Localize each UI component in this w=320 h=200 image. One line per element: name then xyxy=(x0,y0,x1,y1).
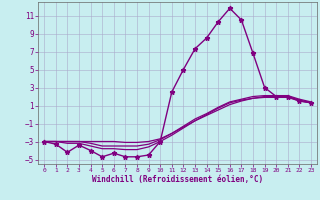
X-axis label: Windchill (Refroidissement éolien,°C): Windchill (Refroidissement éolien,°C) xyxy=(92,175,263,184)
